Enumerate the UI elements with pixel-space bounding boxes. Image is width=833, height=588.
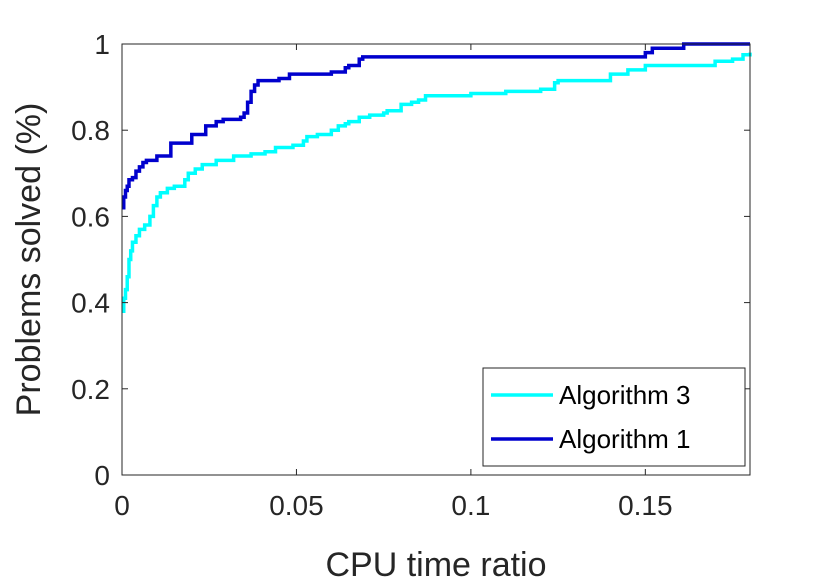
legend-label-1: Algorithm 3 (559, 380, 691, 410)
plot-box (121, 43, 751, 476)
x-tick-label: 0.15 (618, 490, 673, 521)
series-line-2 (121, 42, 750, 210)
y-tick-label: 0 (94, 460, 110, 491)
y-tick-label: 0.6 (71, 201, 110, 232)
y-tick-label: 0.8 (71, 115, 110, 146)
ticks-layer: 0 0.05 0.1 0.15 0 0.2 0.4 0.6 0.8 1 (71, 29, 750, 521)
y-tick-label: 1 (94, 29, 110, 60)
x-tick-label: 0.1 (451, 490, 490, 521)
legend-label-2: Algorithm 1 (559, 424, 691, 454)
y-axis-label: Problems solved (%) (10, 103, 48, 417)
y-tick-label: 0.4 (71, 288, 110, 319)
x-axis-label: CPU time ratio (325, 546, 546, 584)
series-line-1 (121, 52, 752, 313)
x-tick-label: 0 (114, 490, 130, 521)
y-tick-label: 0.2 (71, 374, 110, 405)
legend-box (482, 367, 746, 467)
legend: Algorithm 3 Algorithm 1 (482, 367, 746, 467)
x-tick-label: 0.05 (269, 490, 324, 521)
series-layer (121, 42, 752, 313)
